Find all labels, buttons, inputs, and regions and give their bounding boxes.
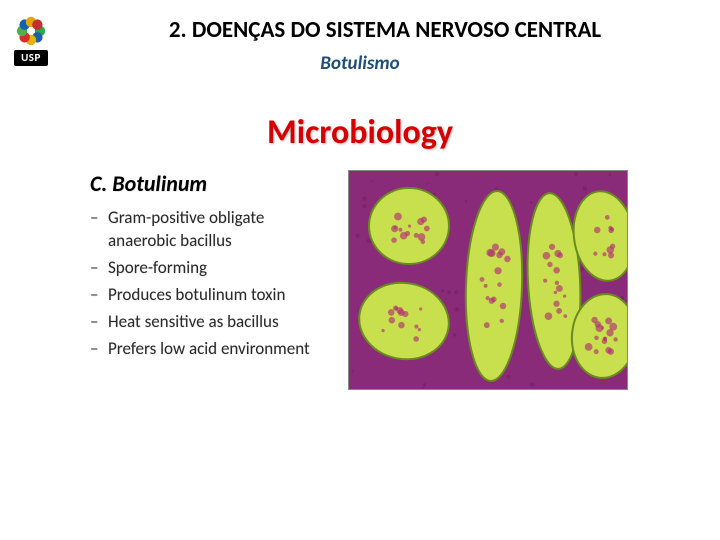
section-heading: Microbiology — [0, 112, 720, 153]
characteristic-item: Spore-forming — [108, 257, 330, 280]
characteristic-item: Gram-positive obligate anaerobic bacillu… — [108, 207, 330, 253]
page-title: 2. DOENÇAS DO SISTEMA NERVOSO CENTRAL — [70, 16, 700, 44]
image-column — [348, 170, 640, 390]
characteristics-list: Gram-positive obligate anaerobic bacillu… — [90, 207, 330, 361]
content-area: C. Botulinum Gram-positive obligate anae… — [90, 170, 640, 390]
characteristic-item: Heat sensitive as bacillus — [108, 311, 330, 334]
characteristic-item: Prefers low acid environment — [108, 338, 330, 361]
species-name: C. Botulinum — [90, 170, 330, 197]
micrograph-image — [348, 170, 628, 390]
logo-flower-icon — [14, 14, 48, 48]
page-subtitle: Botulismo — [0, 52, 720, 75]
text-column: C. Botulinum Gram-positive obligate anae… — [90, 170, 330, 390]
characteristic-item: Produces botulinum toxin — [108, 284, 330, 307]
